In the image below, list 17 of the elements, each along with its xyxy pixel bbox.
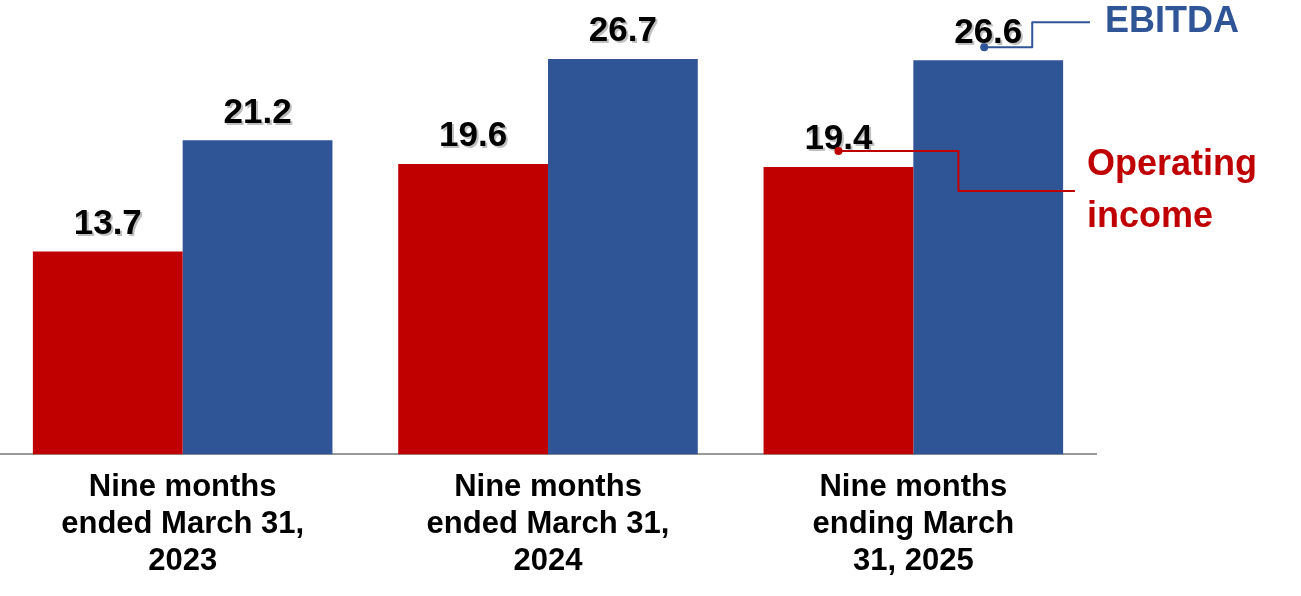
data-label: 13.7	[75, 203, 144, 243]
data-label: 26.6	[956, 12, 1025, 52]
x-tick-label: Nine months ending March 31, 2025	[812, 467, 1015, 577]
bar	[182, 140, 333, 455]
legend-label: EBITDA	[1105, 0, 1239, 41]
bar	[32, 251, 183, 455]
x-tick-label: Nine months ended March 31, 2024	[426, 467, 670, 577]
text: Operating income	[1087, 141, 1258, 235]
bar	[398, 164, 548, 455]
bar	[763, 167, 914, 455]
data-label: 26.7	[590, 11, 659, 51]
data-label: 19.4	[806, 119, 876, 159]
bar	[548, 58, 698, 455]
data-label: 19.6	[441, 116, 510, 156]
bar	[913, 60, 1064, 455]
data-label: 21.2	[225, 92, 294, 132]
x-tick-label: Nine months ended March 31, 2023	[61, 467, 305, 577]
